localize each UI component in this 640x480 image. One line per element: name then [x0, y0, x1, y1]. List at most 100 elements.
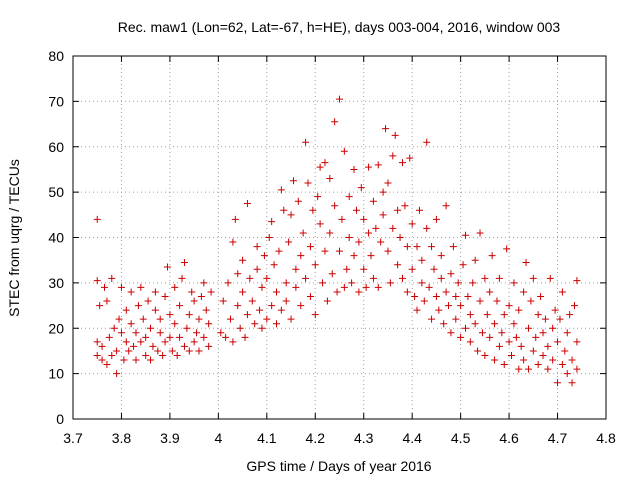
data-point	[546, 274, 554, 282]
data-point	[529, 274, 537, 282]
data-point	[178, 274, 186, 282]
data-point	[384, 179, 392, 187]
data-point	[321, 247, 329, 255]
data-point	[229, 238, 237, 246]
data-point	[379, 188, 387, 196]
x-tick-label: 4.3	[354, 430, 374, 446]
data-point	[176, 302, 184, 310]
data-point	[563, 370, 571, 378]
data-point	[435, 306, 443, 314]
data-point	[200, 279, 208, 287]
data-point	[476, 297, 484, 305]
data-point	[440, 320, 448, 328]
x-tick-label: 4.1	[257, 430, 277, 446]
data-point	[132, 329, 140, 337]
data-point	[541, 315, 549, 323]
data-point	[524, 324, 532, 332]
data-point	[512, 333, 520, 341]
data-point	[469, 279, 477, 287]
y-tick-label: 0	[56, 411, 64, 427]
data-point	[113, 370, 121, 378]
data-point	[437, 274, 445, 282]
data-point	[222, 333, 230, 341]
data-point	[185, 311, 193, 319]
data-point	[273, 320, 281, 328]
data-point	[263, 315, 271, 323]
data-point	[243, 199, 251, 207]
data-point	[268, 218, 276, 226]
data-point	[532, 333, 540, 341]
data-point	[471, 320, 479, 328]
data-point	[377, 238, 385, 246]
data-point	[273, 288, 281, 296]
data-point	[234, 270, 242, 278]
data-point	[98, 356, 106, 364]
data-point	[350, 252, 358, 260]
data-point	[161, 292, 169, 300]
data-point	[292, 265, 300, 273]
data-point	[263, 274, 271, 282]
data-point	[474, 347, 482, 355]
data-point	[425, 283, 433, 291]
data-point	[556, 315, 564, 323]
data-point	[113, 347, 121, 355]
data-point	[481, 274, 489, 282]
data-point	[411, 292, 419, 300]
data-point	[256, 306, 264, 314]
data-point	[117, 283, 125, 291]
data-point	[265, 234, 273, 241]
data-point	[156, 315, 164, 323]
x-tick-label: 4.6	[499, 430, 519, 446]
data-point	[93, 338, 101, 346]
data-point	[505, 302, 513, 310]
data-point	[328, 270, 336, 278]
data-point	[445, 302, 453, 310]
data-point	[183, 324, 191, 332]
data-point	[151, 306, 159, 314]
data-point	[549, 356, 557, 364]
y-tick-label: 30	[48, 275, 64, 291]
data-point	[159, 351, 167, 359]
data-point	[345, 193, 353, 201]
data-point	[193, 329, 201, 337]
data-point	[236, 324, 244, 332]
data-point	[297, 302, 305, 310]
x-tick-label: 4.5	[451, 430, 471, 446]
data-point	[420, 297, 428, 305]
data-point	[115, 315, 123, 323]
data-point	[229, 338, 237, 346]
data-point	[379, 211, 387, 219]
data-point	[224, 279, 232, 287]
data-point	[365, 163, 373, 171]
data-point	[401, 202, 409, 210]
data-point	[571, 302, 579, 310]
data-point	[316, 163, 324, 171]
data-point	[348, 279, 356, 287]
data-point	[304, 179, 312, 187]
data-point	[134, 302, 142, 310]
data-point	[156, 329, 164, 337]
data-point	[423, 138, 431, 146]
data-point	[384, 247, 392, 255]
data-point	[185, 347, 193, 355]
data-point	[408, 220, 416, 228]
data-point	[202, 306, 210, 314]
data-point	[147, 324, 155, 332]
data-point	[207, 288, 215, 296]
data-point	[403, 243, 411, 251]
data-point	[360, 215, 368, 223]
data-point	[125, 347, 133, 355]
data-point	[558, 288, 566, 296]
data-point	[258, 324, 266, 332]
data-point	[292, 283, 300, 291]
data-point	[93, 351, 101, 359]
data-point	[500, 361, 508, 369]
data-point	[527, 297, 535, 305]
data-point	[544, 365, 552, 373]
data-point	[309, 206, 317, 214]
x-tick-label: 4.2	[306, 430, 326, 446]
data-point	[466, 338, 474, 346]
data-point	[316, 220, 324, 228]
data-point	[149, 342, 157, 350]
